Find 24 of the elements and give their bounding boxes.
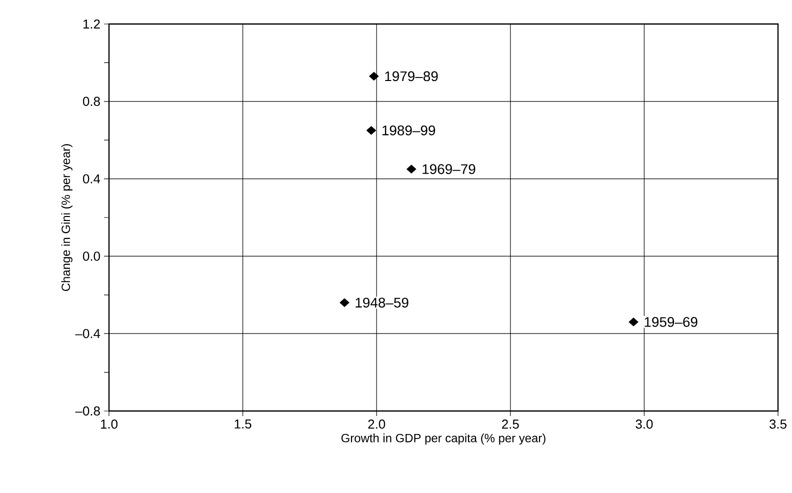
annotation: 1969–79 xyxy=(422,164,476,174)
y-tick-label: 0.8 xyxy=(82,96,100,106)
x-tick-label: 2.5 xyxy=(502,420,519,429)
y-tick-label: –0.4 xyxy=(75,329,100,338)
annotation: 1989–99 xyxy=(382,125,436,136)
x-tick-label: 1.0 xyxy=(100,420,118,429)
point xyxy=(406,164,416,174)
point xyxy=(369,72,379,81)
annotation: 1959–69 xyxy=(644,317,698,327)
point xyxy=(628,318,638,326)
annotation: 1948–59 xyxy=(356,298,408,308)
y-tick-label: 0.4 xyxy=(82,174,100,184)
y-axis-title: Change in Gini (% per year) xyxy=(61,144,72,291)
x-axis-title: Growth in GDP per capita (% per year) xyxy=(341,434,546,445)
point xyxy=(366,126,376,135)
x-tick-label: 3.0 xyxy=(636,420,653,429)
annotation: 1979–89 xyxy=(385,71,438,82)
x-tick-label: 2.0 xyxy=(368,420,386,429)
y-tick-label: 1.2 xyxy=(83,19,100,29)
x-tick-label: 3.5 xyxy=(770,420,786,429)
y-tick-label: –0.8 xyxy=(75,406,100,416)
x-tick-label: 1.5 xyxy=(234,420,252,429)
point xyxy=(340,298,350,308)
y-tick-label: 0.0 xyxy=(82,252,100,261)
